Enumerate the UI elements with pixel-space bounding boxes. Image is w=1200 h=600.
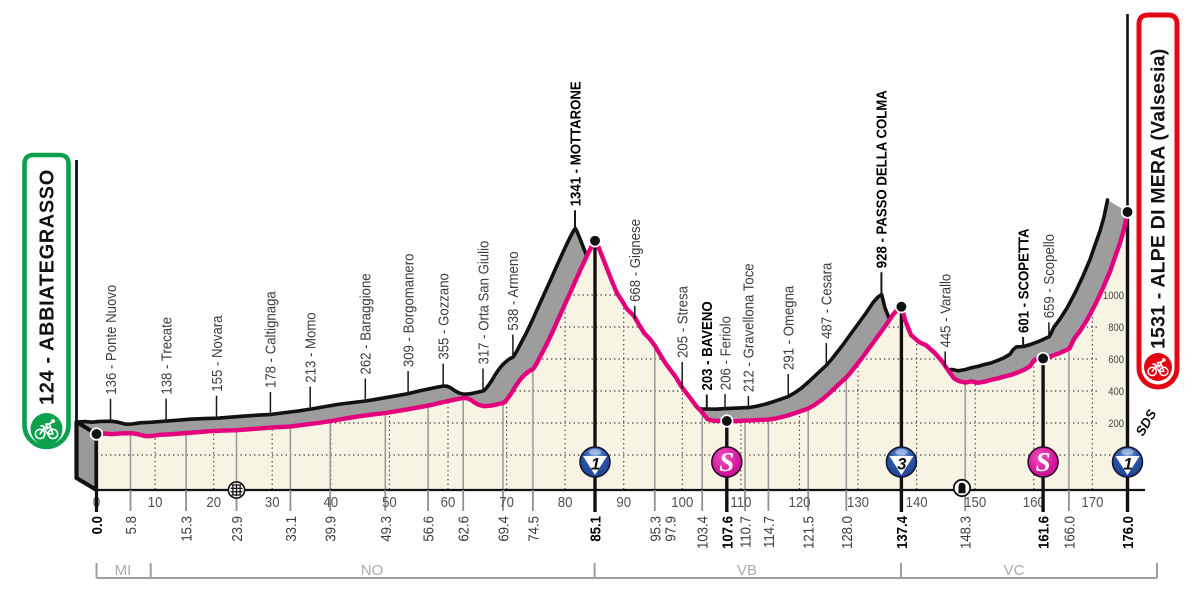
svg-text:VC: VC (1004, 562, 1025, 579)
svg-text:800: 800 (1108, 322, 1124, 334)
svg-text:601 - SCOPETTA: 601 - SCOPETTA (1015, 228, 1032, 333)
svg-text:161.6: 161.6 (1035, 516, 1052, 549)
svg-text:S: S (719, 447, 734, 477)
svg-text:160: 160 (1023, 493, 1045, 510)
svg-text:VB: VB (737, 562, 757, 579)
svg-text:49.3: 49.3 (377, 516, 394, 542)
svg-text:140: 140 (906, 493, 928, 510)
svg-text:1: 1 (591, 456, 600, 474)
svg-text:30: 30 (265, 493, 280, 510)
svg-text:659 - Scopello: 659 - Scopello (1040, 234, 1057, 318)
svg-text:0.0: 0.0 (88, 516, 105, 534)
svg-text:137.4: 137.4 (893, 516, 910, 549)
svg-text:114.7: 114.7 (760, 516, 777, 548)
svg-text:668 - Gignese: 668 - Gignese (626, 219, 643, 302)
svg-text:1531 - ALPE DI MERA (Valsesia): 1531 - ALPE DI MERA (Valsesia) (1148, 49, 1170, 349)
svg-text:5.8: 5.8 (122, 516, 139, 534)
svg-text:445 - Varallo: 445 - Varallo (937, 274, 954, 348)
svg-text:90: 90 (616, 493, 631, 510)
svg-text:74.5: 74.5 (525, 516, 542, 542)
svg-text:50: 50 (382, 493, 397, 510)
svg-text:178 - Caltignaga: 178 - Caltignaga (262, 291, 279, 388)
svg-text:309 - Borgomanero: 309 - Borgomanero (400, 253, 417, 367)
svg-text:56.6: 56.6 (420, 516, 437, 542)
svg-text:40: 40 (323, 493, 338, 510)
svg-text:166.0: 166.0 (1061, 516, 1078, 549)
svg-text:100: 100 (671, 493, 693, 510)
svg-text:110.7: 110.7 (737, 516, 754, 548)
svg-text:1000: 1000 (1103, 290, 1124, 302)
svg-text:1: 1 (1123, 456, 1132, 474)
svg-text:355 - Gozzano: 355 - Gozzano (435, 273, 452, 360)
svg-text:121.5: 121.5 (800, 516, 817, 549)
svg-text:176.0: 176.0 (1119, 516, 1136, 549)
svg-text:1341 - MOTTARONE: 1341 - MOTTARONE (566, 81, 583, 206)
svg-text:136 - Ponte Nuovo: 136 - Ponte Nuovo (102, 285, 119, 395)
svg-text:60: 60 (441, 493, 456, 510)
svg-text:110: 110 (730, 493, 751, 510)
svg-text:155 - Novara: 155 - Novara (208, 315, 225, 391)
svg-text:62.6: 62.6 (455, 516, 472, 542)
svg-text:206 - Feriolo: 206 - Feriolo (716, 316, 733, 390)
svg-text:95.3: 95.3 (646, 516, 663, 542)
svg-text:97.9: 97.9 (662, 516, 679, 542)
svg-text:107.6: 107.6 (718, 516, 735, 549)
svg-text:33.1: 33.1 (282, 516, 299, 542)
svg-text:317 - Orta San Giulio: 317 - Orta San Giulio (474, 241, 491, 365)
svg-text:124 - ABBIATEGRASSO: 124 - ABBIATEGRASSO (37, 169, 59, 405)
svg-text:120: 120 (789, 493, 811, 510)
svg-text:170: 170 (1081, 493, 1103, 510)
svg-text:203 - BAVENO: 203 - BAVENO (698, 301, 715, 390)
svg-text:20: 20 (206, 493, 221, 510)
svg-text:23.9: 23.9 (228, 516, 245, 542)
svg-text:600: 600 (1108, 354, 1124, 366)
svg-text:128.0: 128.0 (838, 516, 855, 549)
svg-text:291 - Omegna: 291 - Omegna (780, 286, 797, 370)
svg-text:70: 70 (499, 493, 514, 510)
svg-text:103.4: 103.4 (694, 516, 711, 549)
svg-text:212 - Gravellona Toce: 212 - Gravellona Toce (740, 263, 757, 392)
svg-text:200: 200 (1108, 418, 1124, 430)
svg-text:85.1: 85.1 (587, 516, 604, 542)
svg-text:3: 3 (897, 456, 906, 474)
svg-text:NO: NO (361, 562, 384, 579)
svg-text:80: 80 (558, 493, 573, 510)
svg-text:130: 130 (847, 493, 869, 510)
svg-text:538 - Armeno: 538 - Armeno (504, 251, 521, 330)
svg-text:39.9: 39.9 (322, 516, 339, 542)
svg-text:262 - Baraggione: 262 - Baraggione (357, 273, 374, 374)
svg-text:213 - Momo: 213 - Momo (302, 312, 319, 382)
svg-text:928 - PASSO DELLA COLMA: 928 - PASSO DELLA COLMA (873, 90, 890, 268)
svg-text:138 - Trecate: 138 - Trecate (158, 317, 175, 395)
svg-text:400: 400 (1108, 386, 1124, 398)
svg-text:10: 10 (148, 493, 163, 510)
svg-text:487 - Cesara: 487 - Cesara (818, 263, 835, 339)
svg-text:205 - Stresa: 205 - Stresa (674, 286, 691, 358)
svg-text:69.4: 69.4 (495, 516, 512, 542)
svg-text:S: S (1036, 447, 1051, 477)
svg-text:148.3: 148.3 (957, 516, 974, 549)
svg-text:150: 150 (964, 493, 986, 510)
svg-text:MI: MI (115, 562, 132, 579)
svg-text:15.3: 15.3 (178, 516, 195, 542)
